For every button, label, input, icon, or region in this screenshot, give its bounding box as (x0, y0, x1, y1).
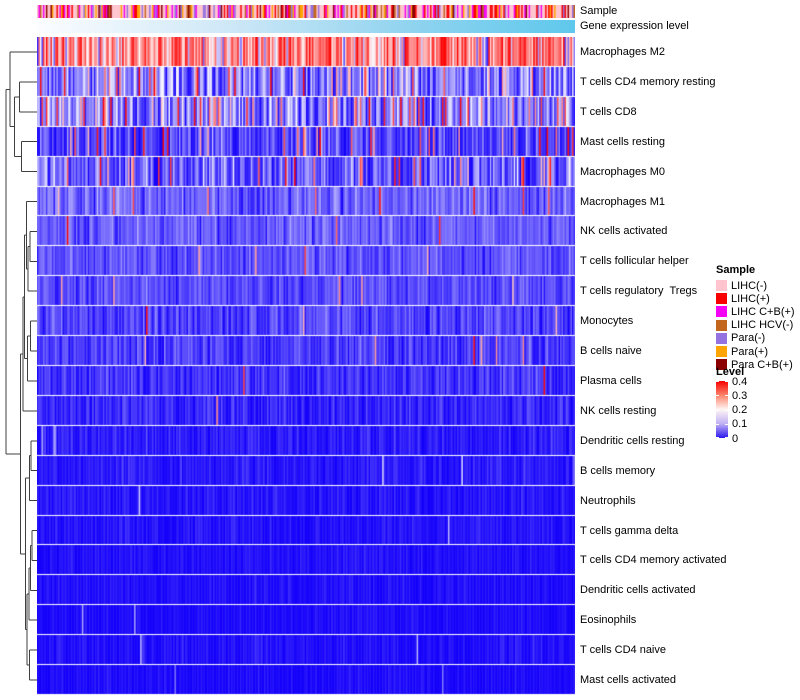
row-label: Monocytes (580, 315, 634, 328)
row-label: T cells CD4 memory resting (580, 75, 716, 88)
level-tick-label: 0 (732, 432, 739, 445)
legend-entry-label: LIHC HCV(-) (731, 319, 794, 332)
legend-color-swatch (716, 332, 727, 344)
row-label: Mast cells activated (580, 674, 676, 687)
legend-color-swatch (716, 306, 727, 318)
row-label: T cells CD4 naive (580, 644, 666, 657)
gene-expression-gradient-bar (37, 20, 575, 33)
legend-sample-entry: LIHC HCV(-) (716, 319, 800, 332)
row-label: Macrophages M2 (580, 45, 665, 58)
level-tick-dash (716, 437, 719, 438)
row-label: NK cells resting (580, 404, 657, 417)
sample-legend: Sample LIHC(-) LIHC(+) LIHC C+B(+) LIHC HCV… (716, 264, 800, 371)
level-tick-dash (716, 381, 719, 382)
level-tick-label: 0.3 (732, 389, 748, 402)
row-label: Dendritic cells activated (580, 584, 696, 597)
expression-bar-label: Gene expression level (580, 20, 689, 32)
level-tick-dash (725, 381, 728, 382)
level-tick-label: 0.1 (732, 418, 748, 431)
legend-entry-label: Para(-) (731, 332, 766, 345)
row-label: Plasma cells (580, 374, 642, 387)
sample-legend-title: Sample (716, 264, 756, 276)
level-tick-dash (725, 437, 728, 438)
level-legend: Level 0.4 0.3 0.2 0.1 0 (716, 366, 800, 444)
row-label: B cells memory (580, 464, 656, 477)
row-label: Macrophages M1 (580, 195, 665, 208)
legend-color-swatch (716, 319, 727, 331)
row-label: T cells CD8 (580, 105, 637, 118)
legend-sample-entry: Para(+) (716, 345, 800, 358)
level-tick-dash (725, 423, 728, 425)
legend-sample-entry: LIHC(+) (716, 292, 800, 305)
legend-color-swatch (716, 359, 727, 371)
legend-color-swatch (716, 280, 727, 292)
level-legend-title: Level (716, 366, 745, 378)
dendrogram (5, 51, 37, 681)
legend: Sample LIHC(-) LIHC(+) LIHC C+B(+) LIHC HCV… (716, 264, 800, 444)
sample-legend-entries: LIHC(-) LIHC(+) LIHC C+B(+) LIHC HCV(-) Para… (716, 279, 800, 371)
level-tick-dash (725, 395, 728, 397)
legend-entry-label: Para C+B(+) (731, 358, 793, 371)
level-tick-dash (716, 395, 719, 397)
legend-sample-entry: LIHC C+B(+) (716, 305, 800, 318)
legend-color-swatch (716, 293, 727, 305)
row-label: Dendritic cells resting (580, 434, 685, 447)
level-tick-label: 0.2 (732, 404, 748, 416)
level-tick-dash (716, 409, 719, 411)
row-label: B cells naive (580, 345, 642, 358)
legend-entry-label: LIHC(-) (731, 279, 768, 292)
legend-entry-label: Para(+) (731, 345, 768, 358)
level-tick-label: 0.4 (732, 375, 748, 388)
level-tick-dash (725, 409, 728, 411)
legend-sample-entry: Para C+B(+) (716, 358, 800, 371)
row-label: T cells follicular helper (580, 255, 689, 268)
row-label: Mast cells resting (580, 135, 665, 148)
level-colorbar-wrap: 0.4 0.3 0.2 0.1 0 (716, 376, 800, 444)
legend-entry-label: LIHC(+) (731, 292, 770, 305)
heatmap-canvas (37, 37, 575, 695)
row-label: T cells CD4 memory activated (580, 554, 727, 567)
legend-color-swatch (716, 346, 727, 358)
level-tick-dash (716, 423, 719, 425)
row-label: Macrophages M0 (580, 165, 665, 178)
row-label: NK cells activated (580, 225, 668, 238)
sample-bar-label: Sample (580, 5, 618, 17)
sample-annotation-bar (37, 5, 575, 18)
legend-sample-entry: Para(-) (716, 332, 800, 345)
legend-entry-label: LIHC C+B(+) (731, 305, 795, 318)
row-label: T cells gamma delta (580, 524, 679, 537)
row-label: T cells regulatory Tregs (580, 285, 698, 298)
row-label: Neutrophils (580, 494, 636, 507)
row-label: Eosinophils (580, 614, 637, 627)
legend-sample-entry: LIHC(-) (716, 279, 800, 292)
